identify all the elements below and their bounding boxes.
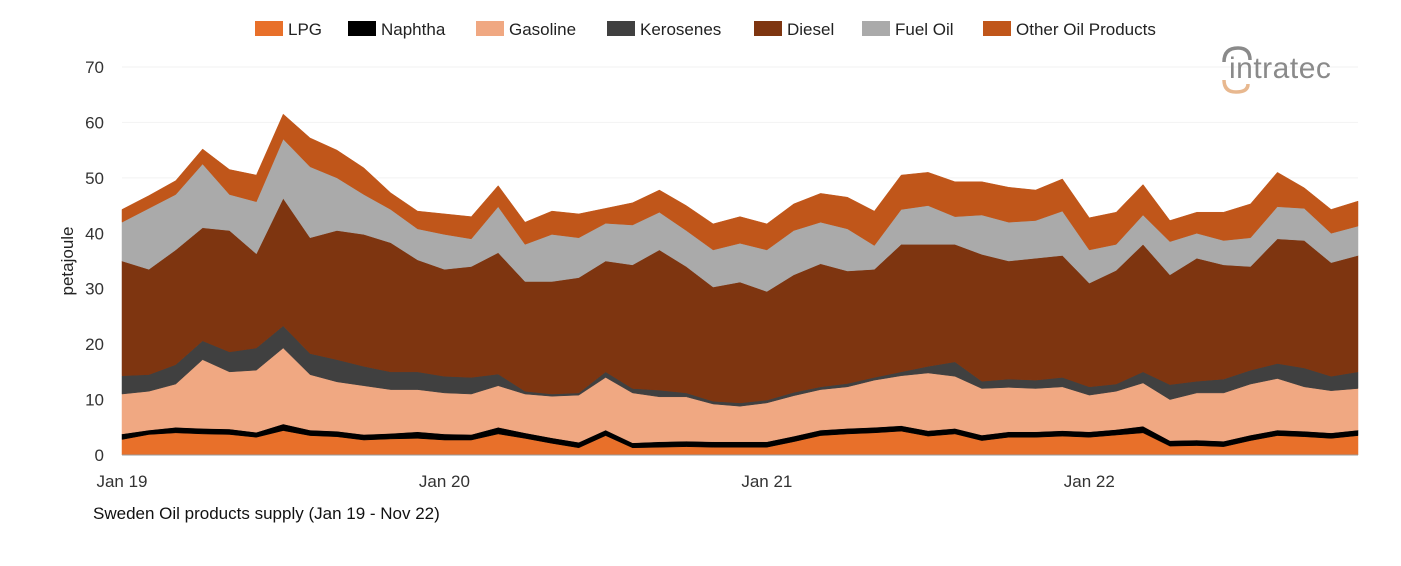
y-axis-label: petajoule xyxy=(58,226,77,295)
legend-swatch xyxy=(607,21,635,36)
legend-item-fuel-oil: Fuel Oil xyxy=(862,20,954,39)
y-tick-label: 30 xyxy=(85,280,104,299)
legend-label: Diesel xyxy=(787,20,834,39)
legend-item-gasoline: Gasoline xyxy=(476,20,576,39)
logo-text: intratec xyxy=(1229,52,1331,85)
intratec-logo: intratec xyxy=(1222,46,1331,94)
y-tick-label: 0 xyxy=(95,446,104,465)
legend-label: LPG xyxy=(288,20,322,39)
legend-label: Fuel Oil xyxy=(895,20,954,39)
x-tick-label: Jan 21 xyxy=(741,472,792,491)
x-tick-label: Jan 19 xyxy=(96,472,147,491)
logo-arc-bottom-icon xyxy=(1222,79,1250,94)
legend-swatch xyxy=(983,21,1011,36)
legend-label: Other Oil Products xyxy=(1016,20,1156,39)
legend-swatch xyxy=(862,21,890,36)
y-tick-label: 50 xyxy=(85,169,104,188)
x-tick-label: Jan 20 xyxy=(419,472,470,491)
legend-item-kerosenes: Kerosenes xyxy=(607,20,721,39)
y-axis-ticks: 0 10 20 30 40 50 60 70 xyxy=(85,58,104,465)
area-other-oil-products xyxy=(121,113,1359,251)
legend-item-lpg: LPG xyxy=(255,20,322,39)
legend-item-naphtha: Naphtha xyxy=(348,20,446,39)
y-tick-label: 40 xyxy=(85,224,104,243)
legend-swatch xyxy=(255,21,283,36)
x-tick-label: Jan 22 xyxy=(1064,472,1115,491)
x-axis-ticks: Jan 19 Jan 20 Jan 21 Jan 22 xyxy=(96,472,1114,491)
y-tick-label: 60 xyxy=(85,113,104,132)
logo-arc-icon xyxy=(1222,46,1252,63)
legend: LPG Naphtha Gasoline Kerosenes Diesel Fuel Oi… xyxy=(255,20,1156,39)
legend-label: Naphtha xyxy=(381,20,446,39)
legend-item-other-oil-products: Other Oil Products xyxy=(983,20,1156,39)
area-series xyxy=(121,113,1359,456)
legend-label: Gasoline xyxy=(509,20,576,39)
chart-caption: Sweden Oil products supply (Jan 19 - Nov… xyxy=(93,504,440,523)
legend-swatch xyxy=(476,21,504,36)
y-tick-label: 70 xyxy=(85,58,104,77)
legend-item-diesel: Diesel xyxy=(754,20,834,39)
y-tick-label: 10 xyxy=(85,391,104,410)
legend-swatch xyxy=(348,21,376,36)
legend-label: Kerosenes xyxy=(640,20,721,39)
y-tick-label: 20 xyxy=(85,335,104,354)
legend-swatch xyxy=(754,21,782,36)
